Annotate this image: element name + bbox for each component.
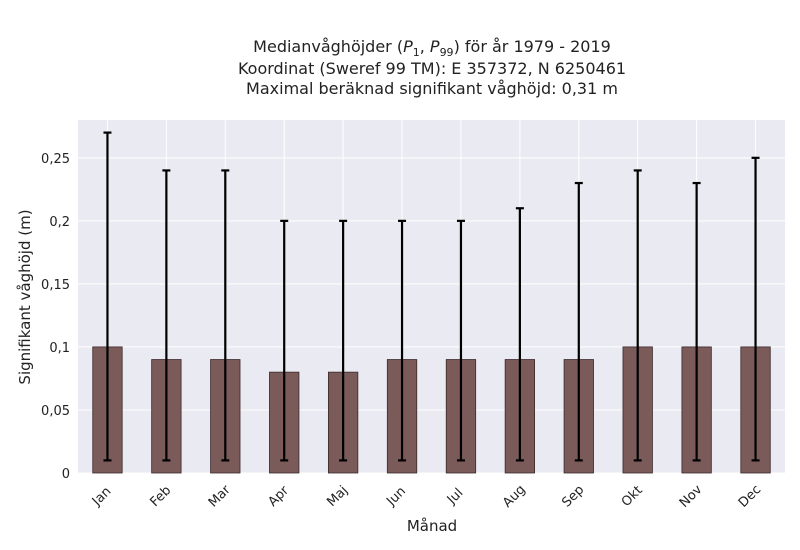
x-tick-label: Sep <box>559 483 587 511</box>
x-tick-label: Maj <box>324 483 351 510</box>
y-tick-label: 0,2 <box>49 215 70 230</box>
chart-title-line-3: Maximal beräknad signifikant våghöjd: 0,… <box>246 79 618 98</box>
y-axis-label: Signifikant våghöjd (m) <box>16 209 34 384</box>
chart-title-line-1: Medianvåghöjder (P1, P99) för år 1979 - … <box>253 37 611 59</box>
x-tick-label: Dec <box>736 482 764 510</box>
x-axis-label: Månad <box>407 517 457 535</box>
x-tick-label: Apr <box>265 483 292 510</box>
x-tick-label: Feb <box>147 483 174 510</box>
x-tick-label: Nov <box>677 482 706 511</box>
error-bar-sep <box>574 181 583 462</box>
y-tick-label: 0,1 <box>49 341 70 356</box>
x-tick-label: Aug <box>500 482 529 511</box>
y-tick-label: 0 <box>62 467 70 482</box>
error-bar-jan <box>103 131 112 462</box>
error-bar-mar <box>221 169 230 462</box>
error-bar-okt <box>633 169 642 462</box>
x-tick-label: Okt <box>619 483 646 510</box>
error-bars <box>103 131 760 462</box>
error-bar-maj <box>339 219 348 462</box>
chart-title-line-2: Koordinat (Sweref 99 TM): E 357372, N 62… <box>238 59 626 78</box>
x-axis-ticks: Jan Feb Mar Apr Maj Jun Jul Aug Sep Okt Nov Dec <box>89 482 764 511</box>
plot-area <box>78 120 785 473</box>
y-tick-label: 0,15 <box>41 278 70 293</box>
y-tick-label: 0,25 <box>41 152 70 167</box>
error-bar-jul <box>456 219 465 462</box>
x-tick-label: Jan <box>89 484 114 509</box>
y-tick-label: 0,05 <box>41 404 70 419</box>
error-bar-dec <box>751 156 760 462</box>
error-bar-apr <box>280 219 289 462</box>
error-bar-feb <box>162 169 171 462</box>
x-tick-label: Mar <box>206 482 234 510</box>
error-bar-aug <box>515 207 524 462</box>
error-bar-nov <box>692 181 701 462</box>
x-tick-label: Jun <box>383 484 409 510</box>
y-axis-ticks: 0 0,05 0,1 0,15 0,2 0,25 <box>41 152 70 482</box>
error-bar-jun <box>398 219 407 462</box>
x-tick-label: Jul <box>444 486 466 508</box>
